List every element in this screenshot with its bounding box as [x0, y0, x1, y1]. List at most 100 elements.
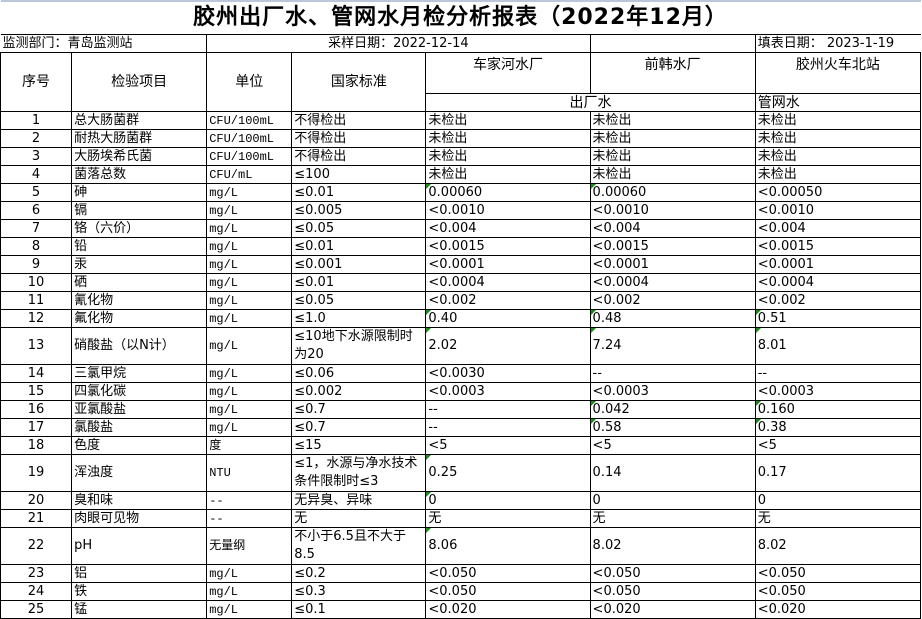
cell-value: <0.050: [754, 582, 922, 601]
cell-standard: ≤0.06: [291, 364, 427, 383]
table-row: 5 砷 mg/L ≤0.01 0.00060 0.00060 <0.00050: [0, 183, 922, 202]
cell-value: <0.004: [589, 219, 756, 238]
cell-value: 未检出: [589, 129, 756, 148]
cell-value: 0.160: [754, 400, 922, 419]
cell-value: 未检出: [425, 165, 591, 184]
cell-unit: NTU: [206, 454, 293, 492]
table-row: 1 总大肠菌群 CFU/100mL 不得检出 未检出 未检出 未检出: [0, 111, 922, 130]
cell-seq: 19: [0, 454, 73, 492]
cell-seq: 20: [0, 491, 73, 510]
cell-seq: 14: [0, 364, 73, 383]
table-row: 22 pH 无量纲 不小于6.5且不大于8.5 8.06 8.02 8.02: [0, 527, 922, 565]
cell-standard: 不得检出: [291, 147, 427, 166]
cell-item: 四氯化碳: [71, 382, 208, 401]
header-item: 检验项目: [71, 52, 208, 112]
cell-value: --: [425, 418, 591, 437]
cell-seq: 18: [0, 436, 73, 455]
cell-standard: ≤0.001: [291, 255, 427, 274]
cell-value: 0: [589, 491, 756, 510]
cell-value: 0.00060: [425, 183, 591, 202]
cell-value: --: [589, 364, 756, 383]
cell-item: 砷: [71, 183, 208, 202]
cell-value: <0.050: [589, 564, 756, 583]
cell-value: 未检出: [589, 111, 756, 130]
cell-value: <0.0030: [425, 364, 591, 383]
cell-value: <0.0015: [425, 237, 591, 256]
cell-standard: ≤0.01: [291, 183, 427, 202]
cell-value: 无: [589, 509, 756, 528]
table-row: 23 铝 mg/L ≤0.2 <0.050 <0.050 <0.050: [0, 564, 922, 583]
cell-value: 0.25: [425, 454, 591, 492]
table-row: 9 汞 mg/L ≤0.001 <0.0001 <0.0001 <0.0001: [0, 255, 922, 274]
cell-value: <0.020: [754, 600, 922, 619]
cell-seq: 10: [0, 273, 73, 292]
cell-standard: ≤0.05: [291, 291, 427, 310]
cell-unit: --: [206, 491, 293, 510]
cell-standard: ≤0.05: [291, 219, 427, 238]
blank-cell: [589, 34, 756, 53]
cell-value: <0.0001: [425, 255, 591, 274]
cell-unit: mg/L: [206, 364, 293, 383]
cell-value: <5: [589, 436, 756, 455]
header-network-water: 管网水: [754, 93, 922, 112]
cell-seq: 15: [0, 382, 73, 401]
cell-unit: --: [206, 509, 293, 528]
cell-seq: 25: [0, 600, 73, 619]
cell-value: 未检出: [589, 165, 756, 184]
cell-value: <0.0003: [589, 382, 756, 401]
cell-value: <0.050: [425, 564, 591, 583]
cell-seq: 5: [0, 183, 73, 202]
cell-value: 0.38: [754, 418, 922, 437]
cell-standard: ≤0.005: [291, 201, 427, 220]
cell-value: 无: [425, 509, 591, 528]
cell-value: <0.0003: [754, 382, 922, 401]
cell-standard: 不小于6.5且不大于8.5: [291, 527, 427, 565]
cell-unit: mg/L: [206, 237, 293, 256]
table-row: 10 硒 mg/L ≤0.01 <0.0004 <0.0004 <0.0004: [0, 273, 922, 292]
table-row: 16 亚氯酸盐 mg/L ≤0.7 -- 0.042 0.160: [0, 400, 922, 419]
cell-seq: 11: [0, 291, 73, 310]
cell-unit: CFU/mL: [206, 165, 293, 184]
header-unit: 单位: [206, 52, 293, 112]
cell-item: 臭和味: [71, 491, 208, 510]
table-row: 18 色度度 ≤15 <5 <5 <5: [0, 436, 922, 455]
header-standard: 国家标准: [291, 52, 427, 112]
cell-standard: 不得检出: [291, 111, 427, 130]
cell-value: <0.004: [425, 219, 591, 238]
cell-value: 未检出: [425, 147, 591, 166]
cell-seq: 3: [0, 147, 73, 166]
cell-unit: mg/L: [206, 219, 293, 238]
cell-value: 8.01: [754, 327, 922, 365]
cell-unit: mg/L: [206, 255, 293, 274]
cell-value: <0.002: [425, 291, 591, 310]
cell-seq: 13: [0, 327, 73, 365]
cell-item: 色度: [71, 436, 208, 455]
table-row: 2 耐热大肠菌群 CFU/100mL 不得检出 未检出 未检出 未检出: [0, 129, 922, 148]
cell-value: 8.06: [425, 527, 591, 565]
cell-value: 未检出: [425, 111, 591, 130]
cell-value: <0.0015: [754, 237, 922, 256]
table-row: 25 锰 mg/L ≤0.1 <0.020 <0.020 <0.020: [0, 600, 922, 619]
cell-unit: mg/L: [206, 309, 293, 328]
table-row: 17 氯酸盐 mg/L ≤0.7 -- 0.58 0.38: [0, 418, 922, 437]
cell-seq: 4: [0, 165, 73, 184]
cell-item: 浑浊度: [71, 454, 208, 492]
cell-unit: mg/L: [206, 382, 293, 401]
cell-item: 氯酸盐: [71, 418, 208, 437]
cell-item: 大肠埃希氏菌: [71, 147, 208, 166]
cell-value: 0: [425, 491, 591, 510]
cell-value: <0.00050: [754, 183, 922, 202]
cell-seq: 17: [0, 418, 73, 437]
cell-value: 0.48: [589, 309, 756, 328]
cell-item: 三氯甲烷: [71, 364, 208, 383]
cell-standard: ≤100: [291, 165, 427, 184]
cell-unit: CFU/100mL: [206, 111, 293, 130]
cell-seq: 16: [0, 400, 73, 419]
cell-value: 2.02: [425, 327, 591, 365]
sample-date: 采样日期：2022-12-14: [206, 34, 591, 53]
cell-value: <0.020: [425, 600, 591, 619]
table-row: 8 铅 mg/L ≤0.01 <0.0015 <0.0015 <0.0015: [0, 237, 922, 256]
cell-value: 8.02: [589, 527, 756, 565]
cell-value: <0.050: [425, 582, 591, 601]
cell-value: 0.17: [754, 454, 922, 492]
